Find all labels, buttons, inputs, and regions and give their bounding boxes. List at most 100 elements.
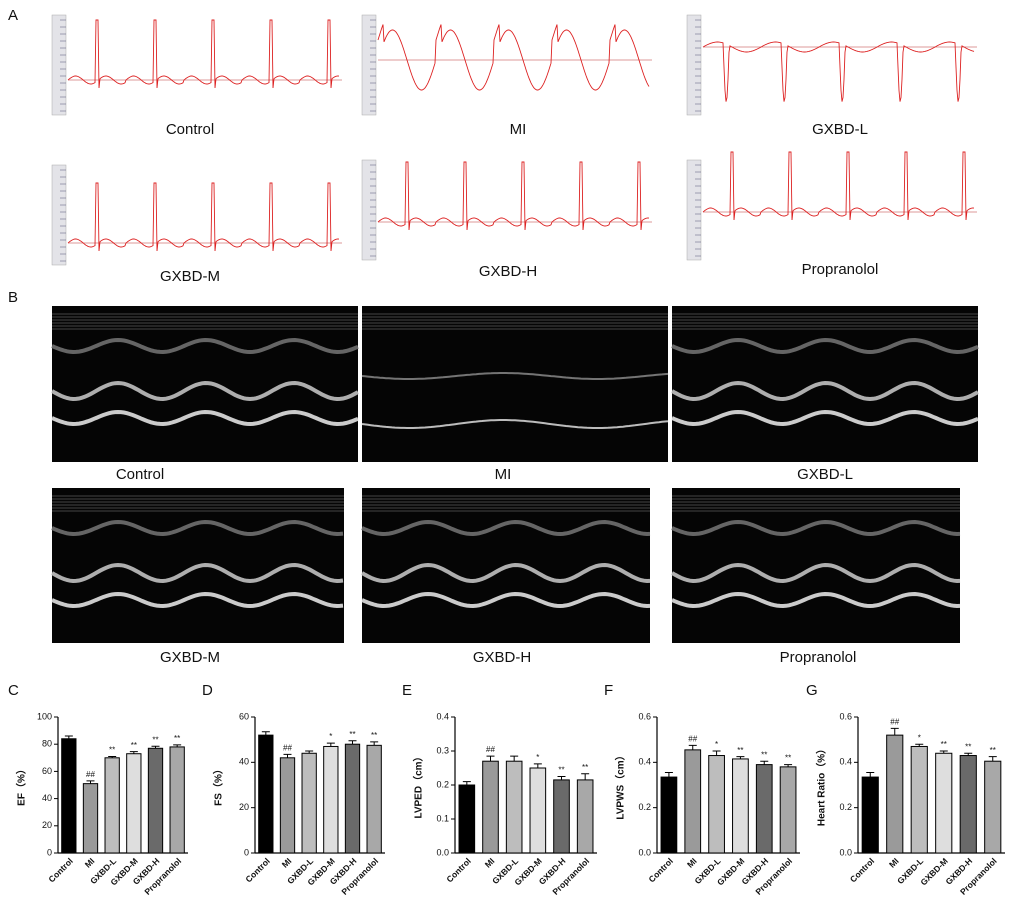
echo-caption: GXBD-L: [797, 466, 853, 483]
ecg-caption: MI: [510, 121, 527, 138]
y-axis-label: LVPWS（cm）: [614, 750, 627, 819]
echo-wave: [671, 380, 979, 402]
echo-wave: [671, 519, 961, 537]
panel-label: G: [806, 682, 818, 699]
echo-image: [362, 306, 668, 462]
significance: *: [329, 732, 332, 741]
significance: ##: [283, 744, 292, 753]
y-tick-label: 0.6: [638, 711, 651, 721]
ecg-trace: [702, 151, 975, 221]
echo-wave: [671, 409, 979, 427]
bar: [126, 753, 142, 854]
y-tick-label: 0.4: [436, 711, 449, 721]
ecg-axis: [361, 159, 377, 261]
panel-label: F: [604, 682, 613, 699]
bar: [984, 760, 1002, 854]
echo-wave: [361, 519, 651, 537]
echo-wave: [671, 591, 961, 609]
bar: [708, 755, 725, 854]
significance: **: [558, 766, 564, 775]
ecg-trace: [377, 161, 650, 231]
bar: [258, 734, 274, 854]
ecg-caption: GXBD-H: [479, 263, 537, 280]
y-axis-label: FS（%）: [212, 764, 225, 806]
bar: [82, 783, 99, 854]
ecg-axis: [51, 164, 67, 266]
error-bar: [939, 750, 948, 754]
significance: **: [131, 741, 137, 750]
echo-wave: [51, 409, 359, 427]
panel-label: A: [8, 7, 18, 24]
error-bar: [108, 755, 117, 758]
significance: **: [965, 742, 971, 751]
significance: **: [371, 731, 377, 740]
echo-wave: [51, 337, 359, 355]
error-bar: [151, 745, 160, 749]
echo-caption: MI: [495, 466, 512, 483]
bar: [959, 755, 977, 854]
ecg-axis: [686, 14, 702, 116]
ecg-caption: GXBD-M: [160, 268, 220, 285]
ecg-caption: GXBD-L: [812, 121, 868, 138]
significance: *: [715, 740, 718, 749]
y-tick-label: 60: [42, 766, 52, 776]
bar: [886, 734, 904, 854]
y-tick-label: 0: [244, 847, 249, 857]
error-bar: [129, 751, 138, 754]
bar: [505, 760, 523, 854]
y-tick-label: 0.4: [839, 757, 852, 767]
ecg-trace: [377, 24, 650, 91]
error-bar: [348, 740, 357, 745]
error-bar: [64, 735, 73, 739]
bar: [779, 766, 797, 854]
y-tick-label: 0.6: [839, 711, 852, 721]
y-axis-label: Heart Ratio（%）: [815, 744, 828, 826]
bar: [861, 776, 879, 854]
echo-wave: [51, 519, 344, 537]
error-bar: [533, 763, 542, 768]
significance: *: [536, 753, 539, 762]
significance: **: [109, 746, 115, 755]
error-bar: [915, 743, 924, 747]
echo-wave: [671, 562, 961, 584]
bar: [660, 776, 678, 854]
ecg-axis: [361, 14, 377, 116]
panel-label: C: [8, 682, 19, 699]
significance: **: [737, 746, 743, 755]
panel-label: E: [402, 682, 412, 699]
error-bar: [173, 744, 182, 747]
y-tick-label: 40: [42, 793, 52, 803]
error-bar: [866, 772, 875, 778]
error-bar: [664, 772, 673, 778]
bar: [169, 746, 185, 854]
error-bar: [688, 744, 697, 750]
error-bar: [890, 727, 899, 736]
bar: [732, 758, 749, 854]
y-tick-label: 80: [42, 739, 52, 749]
panel-label: B: [8, 289, 18, 306]
echo-wave: [671, 337, 979, 355]
significance: **: [582, 763, 588, 772]
error-bar: [305, 750, 314, 754]
significance: ##: [688, 734, 697, 743]
bar: [482, 760, 499, 854]
echo-wave: [51, 562, 344, 584]
significance: **: [990, 746, 996, 755]
error-bar: [557, 776, 566, 780]
error-bar: [486, 755, 495, 762]
error-bar: [86, 780, 95, 784]
significance: ##: [890, 717, 899, 726]
echo-wave: [361, 419, 669, 429]
echo-wave: [361, 591, 651, 609]
bar: [279, 757, 296, 854]
echo-caption: Control: [116, 466, 164, 483]
bar: [529, 767, 547, 854]
error-bar: [283, 753, 292, 758]
error-bar: [784, 764, 793, 767]
y-tick-label: 0.2: [839, 802, 852, 812]
error-bar: [760, 760, 769, 765]
y-tick-label: 0.4: [638, 757, 651, 767]
bar: [684, 749, 702, 854]
y-tick-label: 20: [42, 820, 52, 830]
